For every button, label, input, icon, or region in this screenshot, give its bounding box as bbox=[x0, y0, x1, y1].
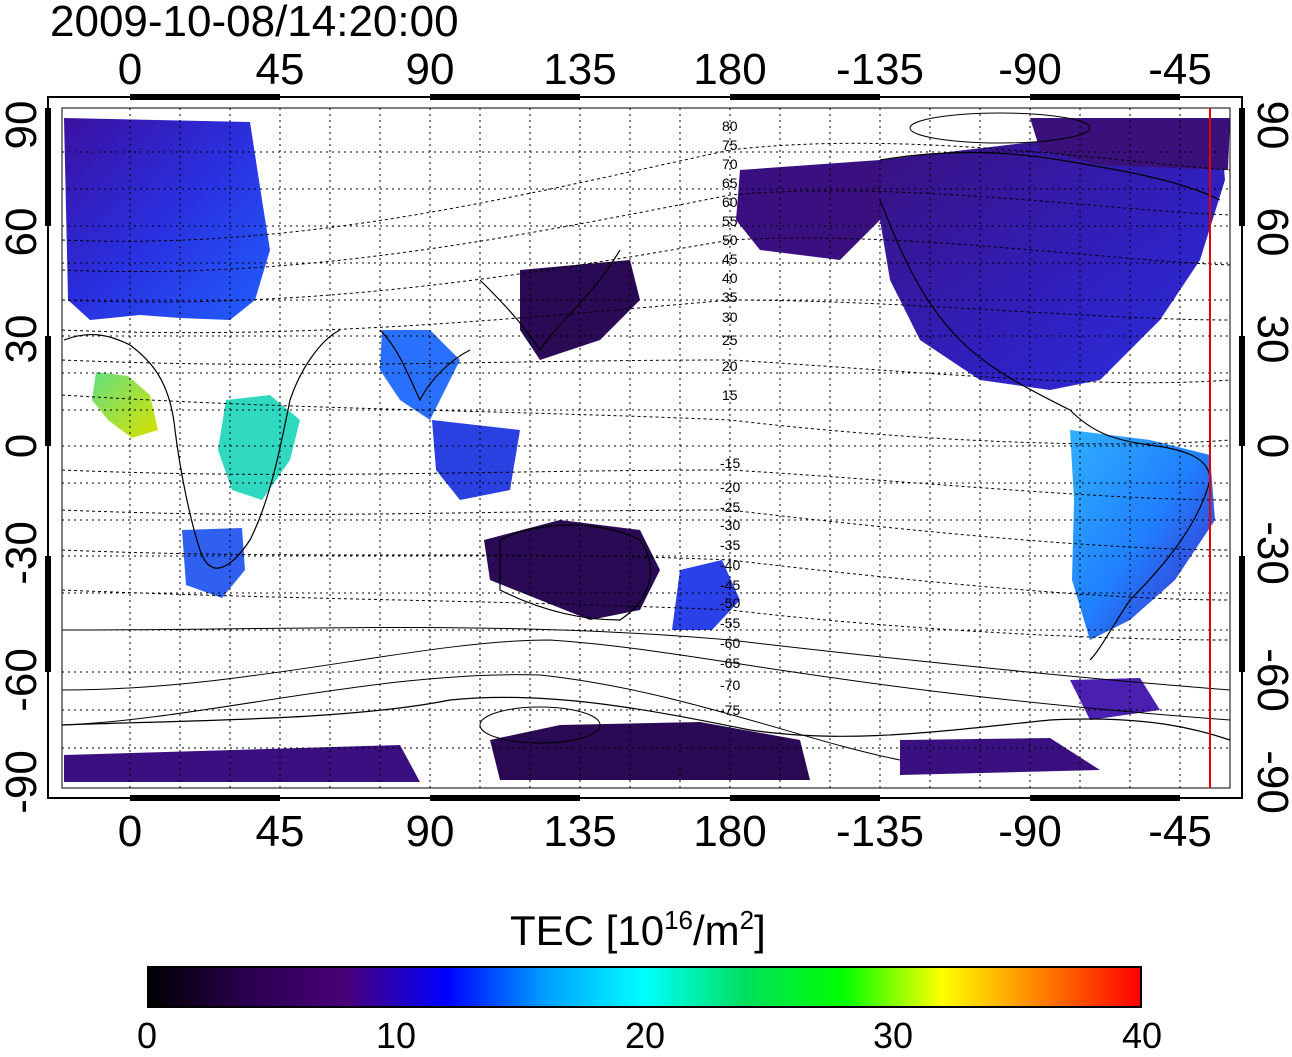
lon-tick-top: 90 bbox=[405, 45, 455, 94]
lon-tick-top: -90 bbox=[998, 45, 1062, 94]
contour-label: -40 bbox=[720, 557, 740, 573]
lon-tick-bottom: 90 bbox=[405, 807, 455, 856]
colorbar-tick: 10 bbox=[375, 1015, 417, 1056]
contour-label: 75 bbox=[722, 137, 738, 153]
tec-patch-antarctic-strip bbox=[64, 745, 420, 782]
contour-label: 70 bbox=[722, 156, 738, 172]
magnetic-contours bbox=[61, 112, 1231, 761]
contour-label: -75 bbox=[720, 702, 740, 718]
contour-label: -50 bbox=[720, 595, 740, 611]
tec-patch-new-zealand bbox=[672, 560, 740, 630]
colorbar-tick: 40 bbox=[1121, 1015, 1163, 1056]
lon-tick-bottom: 135 bbox=[543, 807, 617, 856]
contour-label: -70 bbox=[720, 677, 740, 693]
map-inner-frame bbox=[61, 107, 1231, 789]
timestamp-title: 2009-10-08/14:20:00 bbox=[50, 0, 459, 46]
colorbar-tick: 20 bbox=[624, 1015, 666, 1056]
tec-patch-west-africa bbox=[92, 372, 158, 438]
contour-label: 35 bbox=[722, 289, 738, 305]
contour-label: 25 bbox=[722, 332, 738, 348]
contour-label: -30 bbox=[720, 517, 740, 533]
contour-label: 50 bbox=[722, 232, 738, 248]
contour-label: 60 bbox=[722, 194, 738, 210]
colorbar-tick: 30 bbox=[872, 1015, 914, 1056]
tec-patch-antarctica bbox=[490, 722, 810, 780]
colorbar-tick: 0 bbox=[136, 1015, 158, 1056]
contour-label: -20 bbox=[720, 479, 740, 495]
contour-label: 20 bbox=[722, 358, 738, 374]
tec-patch-japan bbox=[520, 260, 640, 360]
lon-tick-bottom: 180 bbox=[693, 807, 767, 856]
contour-label: -15 bbox=[720, 455, 740, 471]
contour-label: 45 bbox=[722, 251, 738, 267]
contour-label: 30 bbox=[722, 309, 738, 325]
tec-patch-europe bbox=[64, 118, 270, 320]
tec-colorbar bbox=[147, 966, 1142, 1008]
contour-label: -60 bbox=[720, 635, 740, 651]
contour-label: -55 bbox=[720, 615, 740, 631]
contour-label: -25 bbox=[720, 499, 740, 515]
tec-patch-antarctic-strip-east bbox=[900, 738, 1100, 775]
lon-tick-top: -135 bbox=[835, 45, 925, 94]
lon-tick-top: 0 bbox=[117, 45, 143, 94]
contour-label: 55 bbox=[722, 213, 738, 229]
graticule bbox=[62, 108, 1230, 788]
lon-tick-bottom: -135 bbox=[835, 807, 925, 856]
lon-tick-top: -45 bbox=[1148, 45, 1212, 94]
tec-patch-pacific-nw bbox=[736, 160, 890, 260]
colorbar-title: TEC [1016/m2] bbox=[510, 905, 766, 954]
contour-label: 80 bbox=[722, 118, 738, 134]
lon-tick-bottom: 0 bbox=[117, 807, 143, 856]
contour-label: -45 bbox=[720, 577, 740, 593]
lon-tick-top: 45 bbox=[255, 45, 305, 94]
coastlines bbox=[61, 151, 1231, 741]
lon-tick-bottom: 45 bbox=[255, 807, 305, 856]
contour-label: 65 bbox=[722, 175, 738, 191]
tec-patch-australia bbox=[484, 520, 660, 620]
tec-patch-india bbox=[380, 330, 460, 420]
contour-label: 40 bbox=[722, 270, 738, 286]
tec-patch-se-asia bbox=[432, 420, 520, 500]
contour-label: 15 bbox=[722, 387, 738, 403]
tec-patch-north-america bbox=[880, 120, 1225, 390]
contour-labels: 80 75 70 65 60 55 50 45 40 35 30 25 20 1… bbox=[720, 118, 740, 718]
contour-label: -35 bbox=[720, 537, 740, 553]
lon-tick-top: 135 bbox=[543, 45, 617, 94]
tec-patch-south-africa bbox=[182, 528, 245, 598]
lon-tick-bottom: -90 bbox=[998, 807, 1062, 856]
frame-ticks bbox=[45, 94, 1245, 801]
contour-label: -65 bbox=[720, 655, 740, 671]
lon-tick-top: 180 bbox=[693, 45, 767, 94]
lon-tick-bottom: -45 bbox=[1148, 807, 1212, 856]
